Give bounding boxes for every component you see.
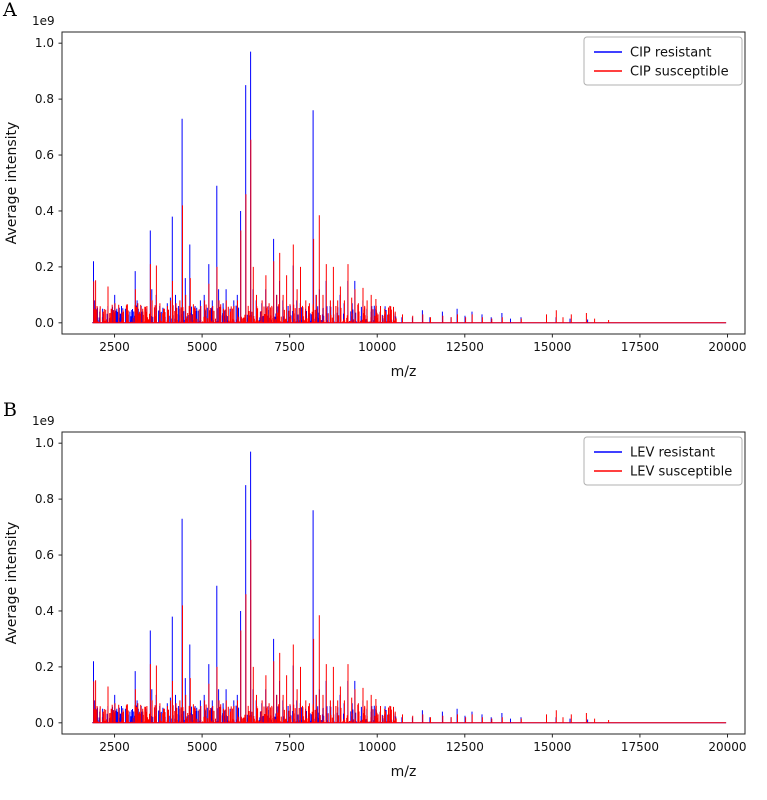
plot-frame [61, 31, 746, 335]
x-tick-label: 15000 [533, 340, 571, 354]
y-tick-label: 0.6 [35, 148, 54, 162]
x-tick-label: 20000 [708, 740, 746, 754]
y-tick-label: 0.8 [35, 492, 54, 506]
x-tick-label: 20000 [708, 340, 746, 354]
series-cip-resistant [92, 51, 727, 324]
x-tick-label: 17500 [621, 340, 659, 354]
x-tick-label: 15000 [533, 740, 571, 754]
series-cip-susceptible [92, 139, 727, 324]
legend-label-lev-susceptible: LEV susceptible [630, 465, 732, 480]
legend-label-lev-resistant: LEV resistant [630, 446, 715, 461]
x-tick-label: 2500 [99, 740, 130, 754]
legend-label-cip-susceptible: CIP susceptible [630, 65, 729, 80]
x-tick-label: 10000 [358, 740, 396, 754]
x-tick-label: 2500 [99, 340, 130, 354]
y-tick-label: 0.0 [35, 716, 54, 730]
panel-a-letter: A [3, 0, 17, 21]
panel-a-spectrum-plot: 2500 5000 7500 10000 12500 15000 17500 20000 0.0… [4, 14, 747, 380]
x-tick-label: 10000 [358, 340, 396, 354]
x-tick-label: 5000 [187, 740, 218, 754]
panel-a: A 2500 5000 7500 10000 12500 15000 17500 20000 0… [3, 0, 747, 380]
series-lev-resistant [92, 451, 727, 724]
panel-b-spectrum-plot: 2500 5000 7500 10000 12500 15000 17500 20000 0.0… [4, 414, 747, 780]
x-axis-label: m/z [391, 764, 417, 780]
x-tick-label: 12500 [446, 340, 484, 354]
panel-b: B 2500 5000 7500 10000 12500 15000 17500 20000 0… [0, 400, 767, 800]
y-tick-label: 0.0 [35, 316, 54, 330]
y-axis-label: Average intensity [4, 122, 20, 245]
x-tick-label: 7500 [274, 340, 305, 354]
y-tick-label: 0.8 [35, 92, 54, 106]
y-tick-label: 0.4 [35, 604, 54, 618]
legend-box [583, 436, 743, 486]
x-tick-label: 17500 [621, 740, 659, 754]
y-tick-label: 0.4 [35, 204, 54, 218]
y-tick-label: 0.2 [35, 660, 54, 674]
legend-box [583, 36, 743, 86]
axis-scale-offset-label: 1e9 [32, 414, 55, 428]
x-tick-label: 5000 [187, 340, 218, 354]
y-tick-label: 0.6 [35, 548, 54, 562]
plot-frame [61, 431, 746, 735]
axis-scale-offset-label: 1e9 [32, 14, 55, 28]
x-axis-label: m/z [391, 364, 417, 380]
x-tick-label: 7500 [274, 740, 305, 754]
legend-label-cip-resistant: CIP resistant [630, 46, 712, 61]
y-axis-label: Average intensity [4, 522, 20, 645]
y-tick-label: 1.0 [35, 436, 54, 450]
series-lev-susceptible [92, 539, 727, 724]
y-tick-label: 1.0 [35, 36, 54, 50]
x-tick-label: 12500 [446, 740, 484, 754]
y-tick-label: 0.2 [35, 260, 54, 274]
panel-b-letter: B [3, 399, 17, 421]
